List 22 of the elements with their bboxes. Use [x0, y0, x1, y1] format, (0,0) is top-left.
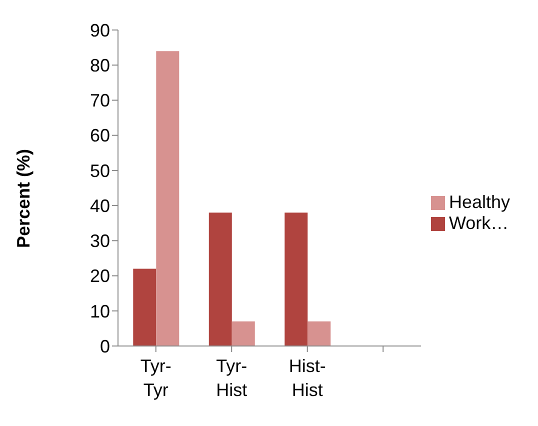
- y-tick-label: 80: [90, 56, 110, 76]
- y-tick-label: 90: [90, 20, 110, 40]
- x-tick-label: Tyr-Tyr: [140, 356, 172, 400]
- y-axis-title: Percent (%): [13, 148, 34, 248]
- bar: [308, 321, 331, 346]
- y-tick-label: 50: [90, 160, 110, 181]
- x-tick-label: Hist-Hist: [288, 356, 326, 400]
- y-tick-label: 30: [90, 231, 110, 252]
- x-tick-label: Tyr-Hist: [216, 356, 248, 400]
- legend-label: Healthy: [448, 192, 510, 212]
- bar: [156, 51, 180, 346]
- y-tick-label: 40: [90, 196, 110, 216]
- bar: [208, 212, 232, 346]
- y-tick-label: 60: [90, 126, 110, 146]
- legend-label: Work…: [448, 213, 509, 233]
- bar: [284, 212, 308, 346]
- y-tick-label: 20: [90, 266, 110, 286]
- y-tick-label: 0: [100, 336, 110, 356]
- bar: [133, 268, 156, 346]
- bar: [232, 321, 255, 346]
- y-tick-label: 10: [90, 301, 110, 322]
- y-tick-label: 70: [90, 90, 110, 111]
